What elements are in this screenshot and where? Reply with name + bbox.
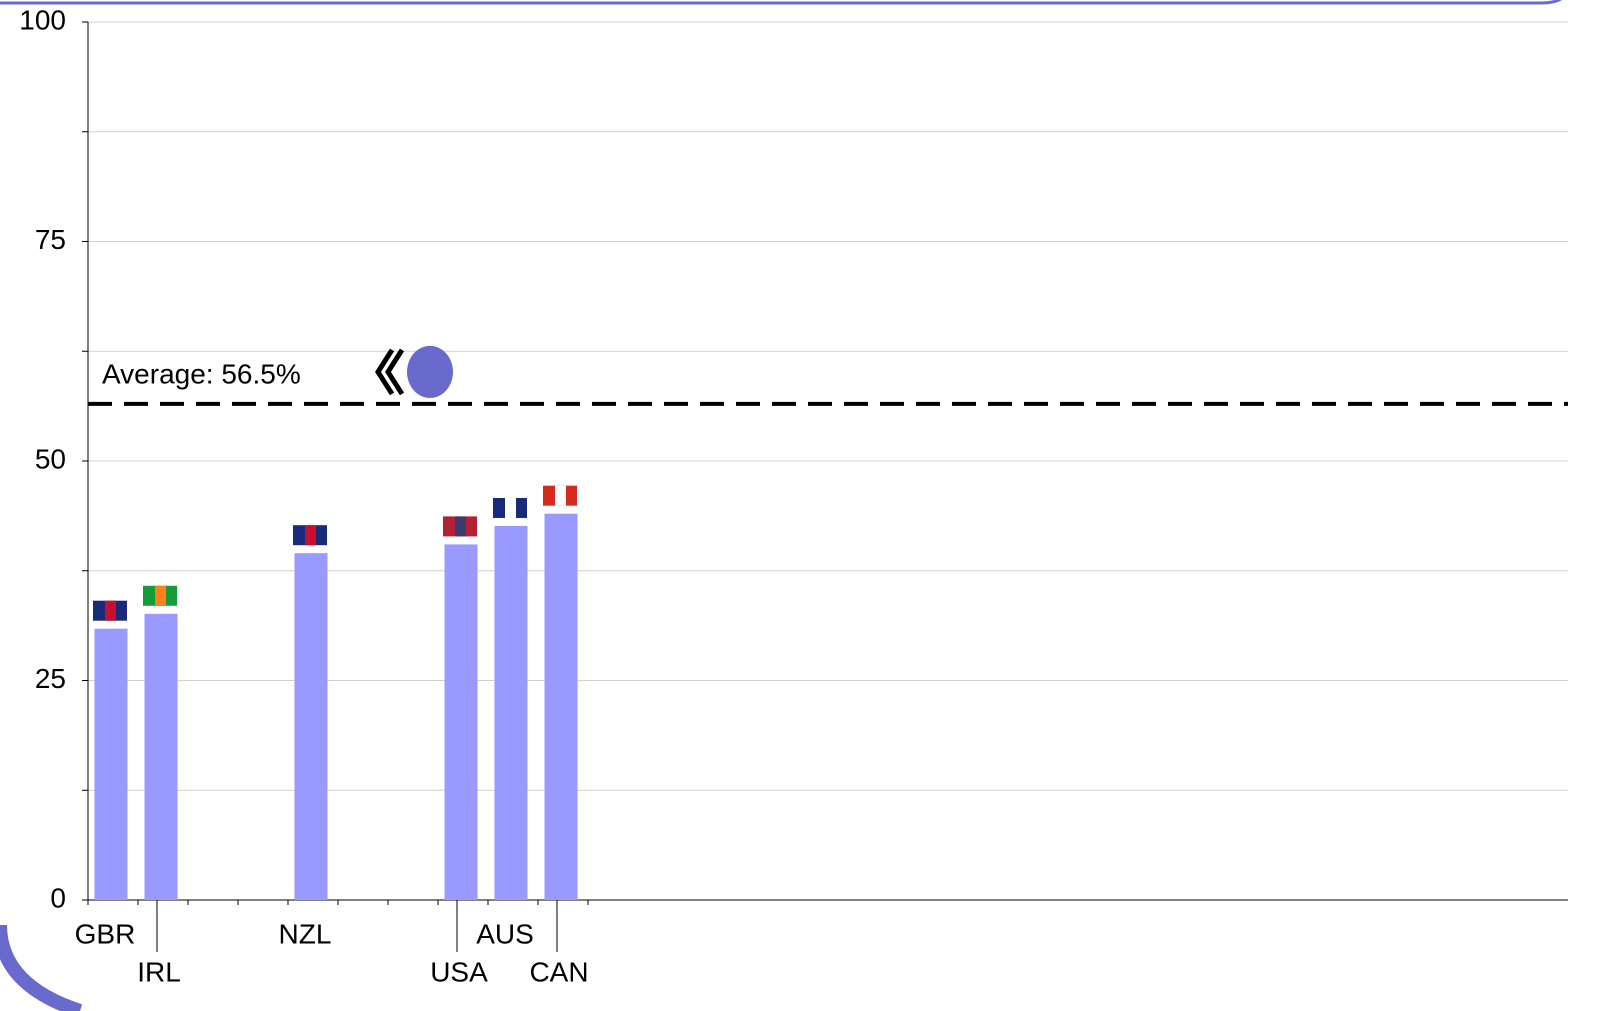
x-tick-label: IRL [137, 956, 181, 987]
bar [94, 628, 128, 900]
x-tick-label: AUS [476, 918, 534, 949]
bar [444, 544, 478, 900]
y-tick-label: 0 [50, 882, 66, 913]
x-tick-label: CAN [529, 956, 588, 987]
flag-band [155, 585, 166, 606]
bar [294, 553, 328, 900]
x-tick-label: GBR [75, 918, 136, 949]
frame-top [0, 0, 1562, 5]
handle-icon [407, 345, 453, 398]
flag-band [105, 600, 116, 621]
y-tick-label: 50 [35, 443, 66, 474]
flag-band [555, 485, 566, 506]
bar [144, 613, 178, 900]
frame-corner [0, 924, 83, 1011]
y-tick-label: 75 [35, 224, 66, 255]
flag-band [505, 497, 516, 518]
average-label: Average: 56.5% [102, 358, 301, 389]
y-tick-label: 100 [19, 4, 66, 35]
y-tick-label: 25 [35, 663, 66, 694]
x-tick-label: NZL [279, 918, 332, 949]
flag-band [455, 516, 466, 537]
x-tick-label: USA [430, 956, 488, 987]
chevron-icon [375, 348, 405, 396]
flag-band [305, 525, 316, 546]
bar [494, 525, 528, 900]
bar [544, 513, 578, 900]
